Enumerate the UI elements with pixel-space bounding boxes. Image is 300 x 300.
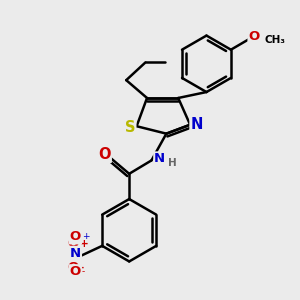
Text: O: O xyxy=(68,261,79,274)
Text: -: - xyxy=(82,267,85,276)
Text: +: + xyxy=(80,239,88,249)
Text: H: H xyxy=(168,158,177,168)
Text: N: N xyxy=(70,247,81,260)
Text: N: N xyxy=(190,117,203,132)
Text: O: O xyxy=(70,230,81,243)
Text: -: - xyxy=(80,262,84,273)
Text: N: N xyxy=(68,248,79,260)
Text: N: N xyxy=(154,152,165,165)
Text: CH₃: CH₃ xyxy=(264,35,285,45)
Text: S: S xyxy=(125,120,135,135)
Text: O: O xyxy=(98,147,111,162)
Text: +: + xyxy=(82,232,89,242)
Text: O: O xyxy=(248,30,260,44)
Text: O: O xyxy=(68,237,79,250)
Text: O: O xyxy=(70,265,81,278)
